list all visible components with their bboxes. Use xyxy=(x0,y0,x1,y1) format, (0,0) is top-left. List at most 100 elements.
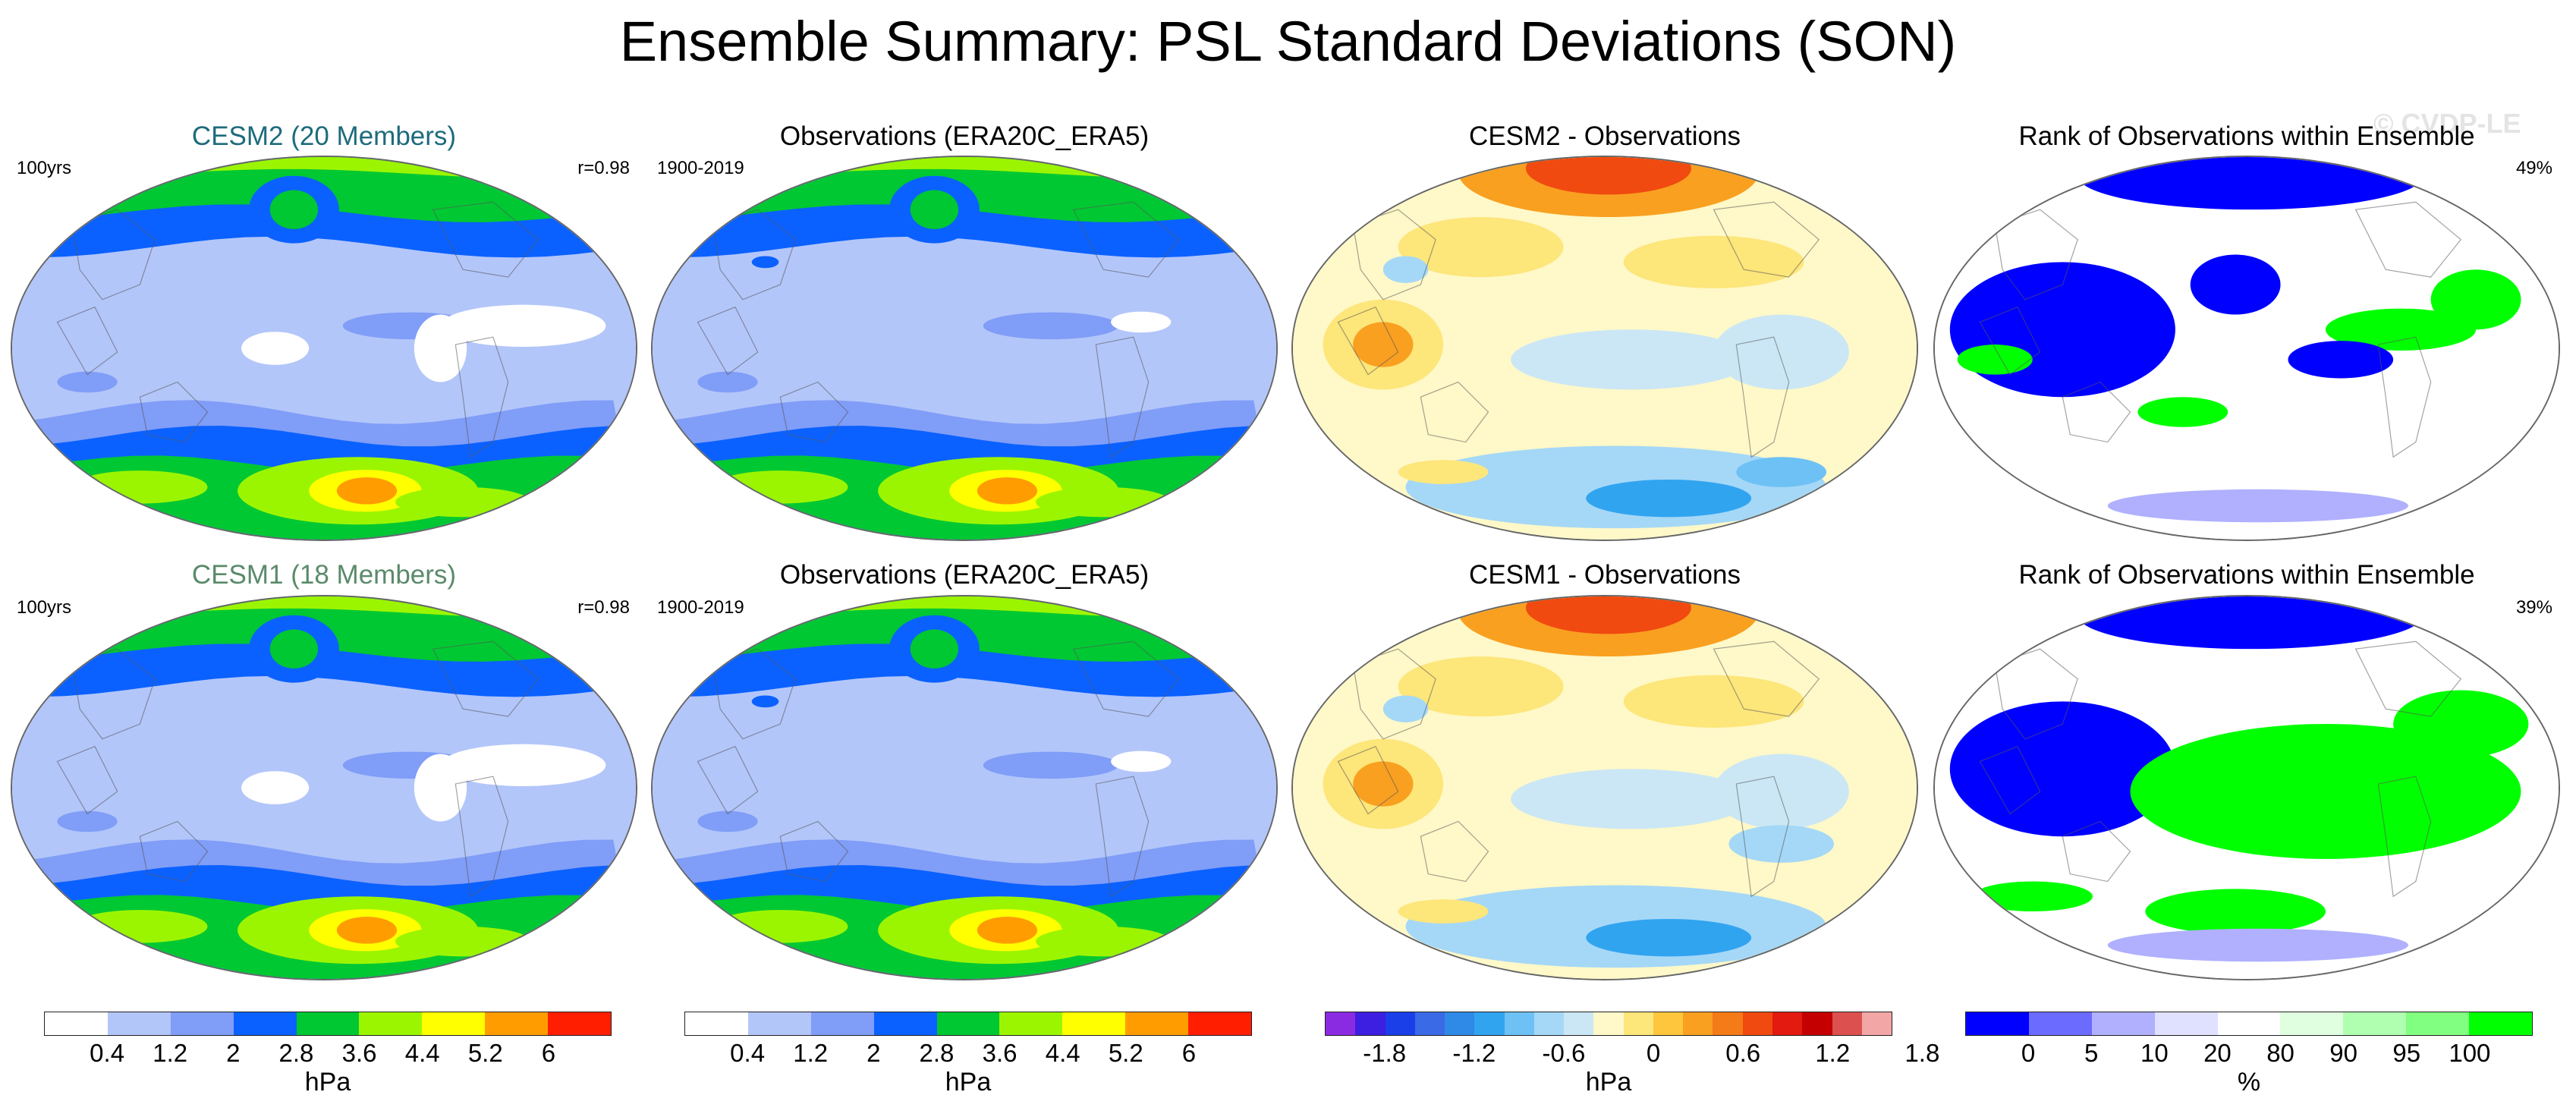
panel-title: Rank of Observations within Ensemble xyxy=(2018,560,2475,590)
map-panel xyxy=(1933,156,2560,541)
colorbar-swatch xyxy=(999,1012,1063,1035)
coastline xyxy=(779,820,849,883)
colorbar-swatch xyxy=(1772,1012,1803,1035)
colorbar-swatch xyxy=(107,1012,171,1035)
colorbar-tick-label: 5.2 xyxy=(467,1039,503,1067)
antarctic-mixed xyxy=(2107,489,2408,523)
tropical-min xyxy=(1111,751,1172,773)
tropical-streak xyxy=(983,312,1119,340)
colorbar-unit: hPa xyxy=(1585,1068,1632,1097)
tropical-min-2 xyxy=(440,304,606,348)
coastline xyxy=(1420,820,1489,883)
colorbar-tick-label: 3.6 xyxy=(982,1039,1018,1067)
colorbar-psl-std-2 xyxy=(684,1012,1252,1036)
panel-right-label: 39% xyxy=(2515,597,2552,618)
colorbar-tick-label: 1.2 xyxy=(153,1039,188,1067)
small-negative xyxy=(1382,256,1429,284)
south-negative-extra xyxy=(1728,825,1835,863)
north-positive-2 xyxy=(1623,235,1804,288)
coastline xyxy=(1095,336,1150,458)
colorbar-tick-label: 20 xyxy=(2203,1039,2232,1067)
colorbar-swatch xyxy=(1623,1012,1653,1035)
colorbar-tick-label: 6 xyxy=(541,1039,556,1067)
colorbar-swatch xyxy=(1966,1012,2029,1035)
colorbar-swatch xyxy=(1504,1012,1534,1035)
coastline xyxy=(432,640,539,717)
colorbar-tick-label: 2.8 xyxy=(278,1039,314,1067)
north-pacific-center xyxy=(269,190,319,229)
antarctic-mixed xyxy=(2107,928,2408,962)
south-max-1 xyxy=(712,470,848,504)
arctic-core xyxy=(1526,157,1691,195)
coastline xyxy=(697,306,759,376)
colorbar-swatch xyxy=(936,1012,1000,1035)
panel-left-label: 1900-2019 xyxy=(657,597,744,618)
atlantic-negative xyxy=(1713,754,1849,829)
colorbar-swatch xyxy=(2469,1012,2533,1035)
map-panel xyxy=(11,595,637,980)
panel-title: Observations (ERA20C_ERA5) xyxy=(779,121,1150,151)
south-max-3 xyxy=(395,926,531,957)
colorbar-tick-label: 5.2 xyxy=(1108,1039,1143,1067)
coastline xyxy=(712,648,796,740)
colorbar-tick-label: 1.2 xyxy=(1815,1039,1851,1067)
south-feature xyxy=(57,371,118,393)
east-high-rank xyxy=(2430,269,2521,330)
panel-left-label: 1900-2019 xyxy=(657,158,744,178)
colorbar-swatch xyxy=(1445,1012,1475,1035)
colorbar-tick-label: -1.2 xyxy=(1452,1039,1496,1067)
colorbar-swatch xyxy=(2217,1012,2281,1035)
colorbar-swatch xyxy=(296,1012,360,1035)
south-feature xyxy=(697,371,758,393)
map-panel xyxy=(651,595,1278,980)
south-high-rank xyxy=(2145,889,2326,934)
colorbar-swatch xyxy=(1861,1012,1892,1035)
panel-title: CESM1 - Observations xyxy=(1469,560,1741,590)
panel-title: CESM1 (18 Members) xyxy=(191,560,457,590)
arctic-core xyxy=(1526,596,1691,634)
map-panel xyxy=(1291,156,1918,541)
coastline xyxy=(71,209,156,301)
north-pacific-center xyxy=(269,629,319,669)
coastline xyxy=(454,336,509,458)
figure-title: Ensemble Summary: PSL Standard Deviation… xyxy=(619,10,1957,73)
colorbar-tick-label: 80 xyxy=(2266,1039,2294,1067)
coastline xyxy=(1713,201,1820,278)
north-positive-2 xyxy=(1623,675,1804,728)
coastline xyxy=(2354,201,2462,278)
panel-left-label: 100yrs xyxy=(17,597,72,618)
colorbar-tick-label: 3.6 xyxy=(341,1039,377,1067)
north-positive xyxy=(1398,656,1564,717)
map-field xyxy=(12,157,636,540)
panel-right-label: r=0.98 xyxy=(577,158,630,178)
south-max-1 xyxy=(72,470,208,504)
map-panel xyxy=(1291,595,1918,980)
arctic-low-rank xyxy=(2077,157,2423,210)
colorbar-tick-label: 6 xyxy=(1181,1039,1197,1067)
colorbar-tick-label: 0 xyxy=(1646,1039,1661,1067)
colorbar-swatch xyxy=(359,1012,423,1035)
panel-right-label: 49% xyxy=(2515,158,2552,178)
colorbar-tick-label: 4.4 xyxy=(1045,1039,1080,1067)
broad-high-rank xyxy=(2130,724,2521,859)
pacific-negative xyxy=(1511,769,1752,829)
colorbar-swatch xyxy=(1564,1012,1594,1035)
atlantic-negative xyxy=(1713,314,1849,390)
north-positive xyxy=(1398,217,1564,278)
tropical-min-3 xyxy=(414,314,467,382)
south-max-3 xyxy=(1036,486,1172,518)
tropical-min-1 xyxy=(241,771,310,804)
colorbar-swatch xyxy=(1653,1012,1684,1035)
colorbar-swatch xyxy=(1062,1012,1126,1035)
map-panel xyxy=(651,156,1278,541)
coastline xyxy=(1979,306,2041,376)
coastline xyxy=(697,745,759,815)
colorbar-tick-label: 2 xyxy=(226,1039,241,1067)
colorbar-swatch xyxy=(2154,1012,2218,1035)
colorbar-tick-label: 10 xyxy=(2140,1039,2169,1067)
south-max-1 xyxy=(72,910,208,943)
colorbar-tick-label: 2 xyxy=(867,1039,881,1067)
colorbar-swatch xyxy=(1683,1012,1713,1035)
colorbar-swatch xyxy=(2091,1012,2155,1035)
map-field xyxy=(1935,596,2559,979)
